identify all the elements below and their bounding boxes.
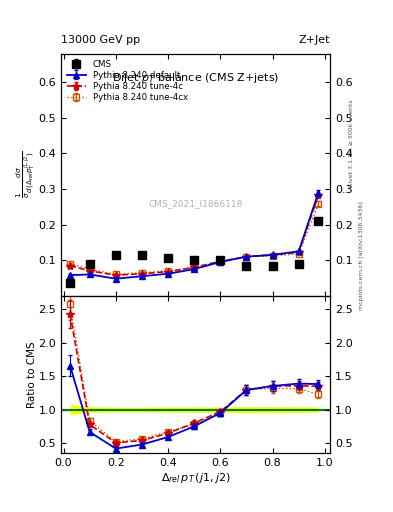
Text: 13000 GeV pp: 13000 GeV pp <box>61 35 140 45</box>
Y-axis label: Ratio to CMS: Ratio to CMS <box>27 341 37 408</box>
Text: Z+Jet: Z+Jet <box>299 35 330 45</box>
Text: mcplots.cern.ch [arXiv:1306.3436]: mcplots.cern.ch [arXiv:1306.3436] <box>359 202 364 310</box>
Text: Rivet 3.1.10, ≥ 500k events: Rivet 3.1.10, ≥ 500k events <box>349 99 354 187</box>
Y-axis label: $\frac{1}{\sigma}\frac{d\sigma}{d(\Delta_{rel}p_T^{j1,j2})}$: $\frac{1}{\sigma}\frac{d\sigma}{d(\Delta… <box>14 151 37 198</box>
X-axis label: $\Delta_{rel}\,p_T\,(j1,j2)$: $\Delta_{rel}\,p_T\,(j1,j2)$ <box>161 471 230 485</box>
Legend: CMS, Pythia 8.240 default, Pythia 8.240 tune-4c, Pythia 8.240 tune-4cx: CMS, Pythia 8.240 default, Pythia 8.240 … <box>64 57 191 105</box>
Text: Dijet $p_T$ balance (CMS Z+jets): Dijet $p_T$ balance (CMS Z+jets) <box>112 71 279 84</box>
Text: CMS_2021_I1866118: CMS_2021_I1866118 <box>148 199 243 208</box>
